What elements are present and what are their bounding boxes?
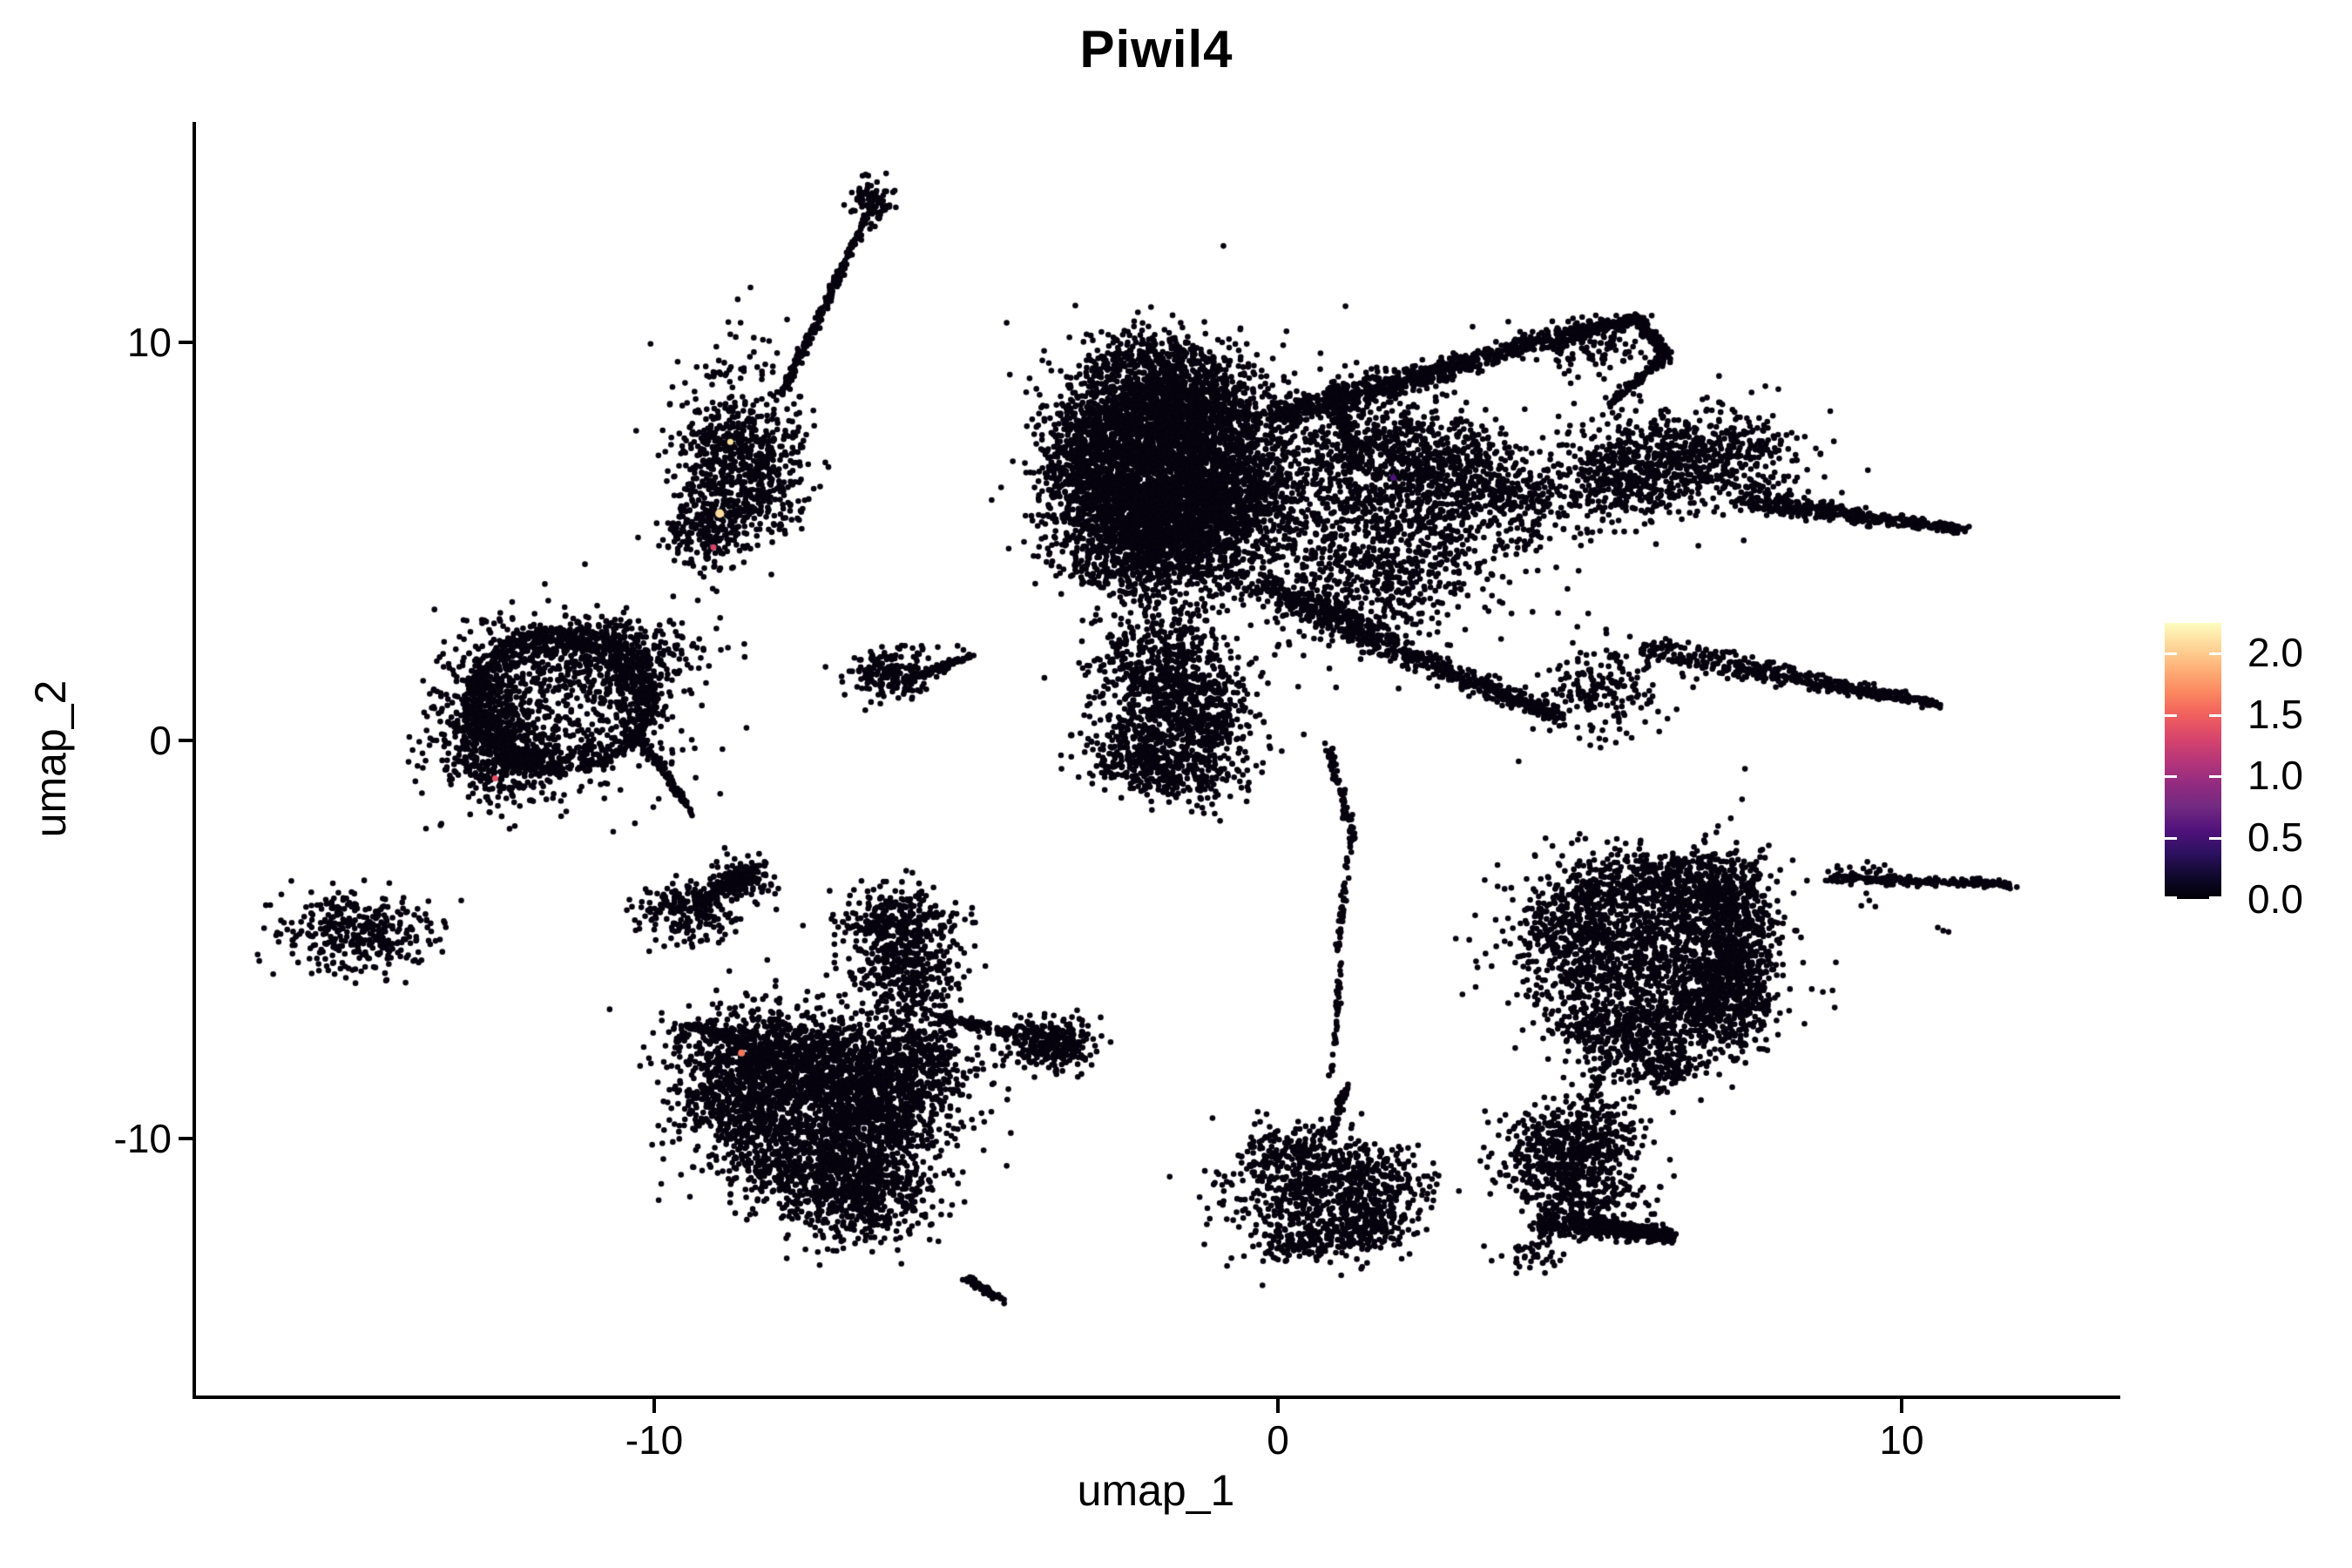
colorbar-tick-mark bbox=[2165, 775, 2177, 779]
colorbar-tick-mark bbox=[2209, 896, 2221, 899]
colorbar-tick-label: 1.5 bbox=[2247, 691, 2303, 737]
y-tick-mark bbox=[179, 1137, 196, 1140]
colorbar-tick-mark bbox=[2209, 837, 2221, 841]
colorbar-tick-mark bbox=[2209, 652, 2221, 655]
colorbar-tick-mark bbox=[2165, 896, 2177, 899]
x-tick-label: 0 bbox=[1267, 1417, 1289, 1463]
colorbar-tick-label: 2.0 bbox=[2247, 629, 2303, 675]
y-tick-label: 10 bbox=[126, 320, 172, 365]
x-axis-spine bbox=[193, 1396, 2120, 1399]
colorbar-tick-mark bbox=[2209, 713, 2221, 717]
x-tick-mark bbox=[652, 1396, 656, 1413]
y-tick-mark bbox=[179, 739, 196, 742]
x-axis-title: umap_1 bbox=[1077, 1466, 1235, 1515]
y-axis-title: umap_2 bbox=[26, 679, 75, 838]
colorbar-tick-mark bbox=[2165, 837, 2177, 841]
y-axis-spine bbox=[193, 122, 196, 1399]
x-tick-mark bbox=[1900, 1396, 1903, 1413]
colorbar-tick-label: 1.0 bbox=[2247, 753, 2303, 799]
colorbar-tick-label: 0.0 bbox=[2247, 876, 2303, 922]
colorbar-tick-mark bbox=[2209, 775, 2221, 779]
y-tick-mark bbox=[179, 341, 196, 344]
x-tick-label: 10 bbox=[1879, 1417, 1924, 1463]
x-tick-label: -10 bbox=[625, 1417, 684, 1463]
page-title: Piwil4 bbox=[1079, 20, 1233, 78]
expression-colorbar bbox=[2165, 623, 2221, 899]
y-tick-label: -10 bbox=[113, 1116, 172, 1161]
colorbar-tick-label: 0.5 bbox=[2247, 814, 2303, 861]
colorbar-tick-mark bbox=[2165, 713, 2177, 717]
x-tick-mark bbox=[1276, 1396, 1280, 1413]
y-tick-label: 0 bbox=[149, 718, 172, 763]
colorbar-tick-mark bbox=[2165, 652, 2177, 655]
